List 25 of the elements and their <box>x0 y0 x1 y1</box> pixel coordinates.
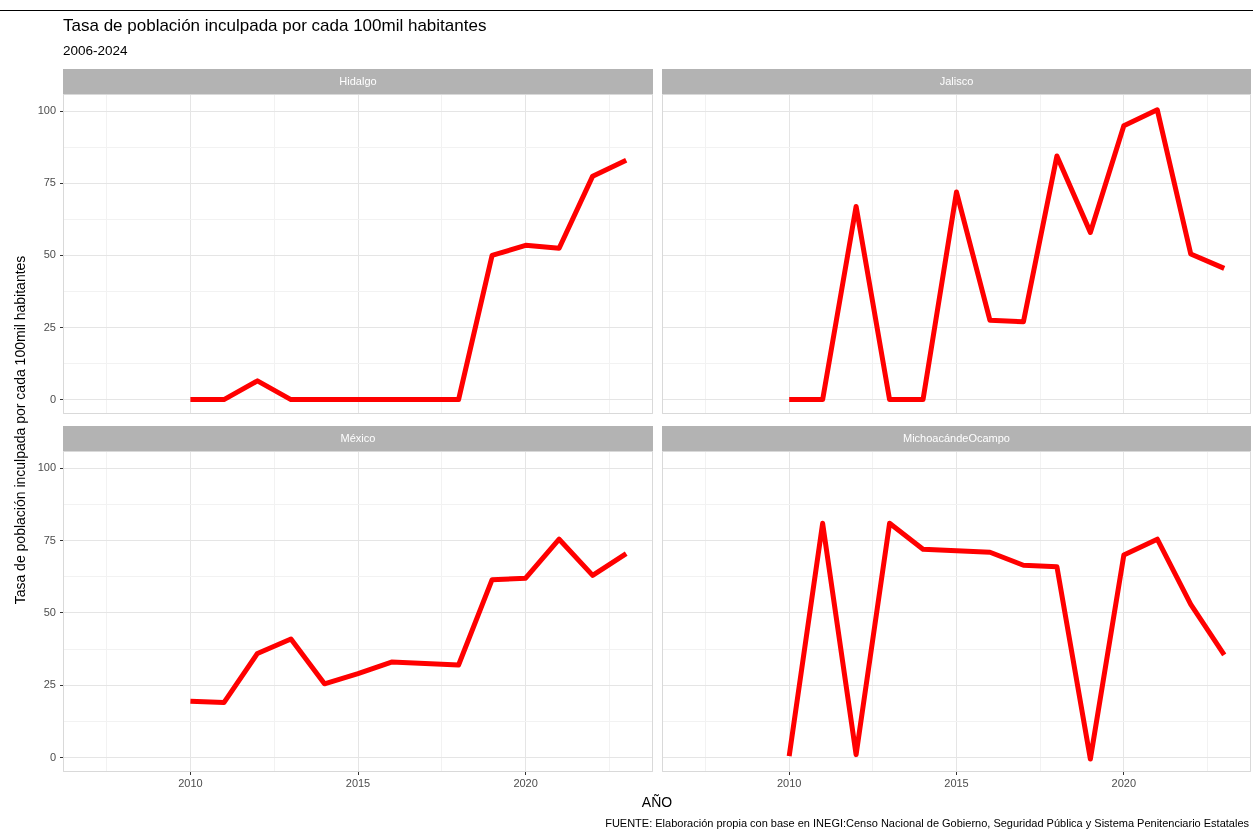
x-tick-label: 2010 <box>178 776 203 789</box>
x-tick-label: 2015 <box>345 776 371 789</box>
source-note: FUENTE: Elaboración propia con base en INEGI:Censo Nacional de Gobierno, Seguridad Pública y Sistema Penitenciario Estatales <box>605 817 1249 829</box>
x-tick-label: 2010 <box>776 776 802 789</box>
text: Tasa de población inculpada por cada 100mil habitantes <box>63 16 487 36</box>
x-tick-label: 2015 <box>944 776 969 789</box>
y-tick-label: 100 <box>37 104 56 117</box>
text: AÑO <box>640 794 674 810</box>
y-tick-label: 25 <box>43 678 56 691</box>
chart-title: Jalisco <box>662 69 1251 94</box>
x-tick-label: 2020 <box>513 776 538 789</box>
chart-title: Hidalgo <box>63 69 653 94</box>
y-tick-label: 0 <box>49 750 56 763</box>
y-tick-label: 50 <box>43 248 56 261</box>
x-tick-label: 2020 <box>1111 776 1137 789</box>
text: Tasa de población inculpada por cada 100mil habitantes <box>12 254 28 607</box>
y-tick-label: 75 <box>43 176 56 189</box>
chart-title: MichoacándeOcampo <box>662 426 1251 451</box>
y-tick-label: 50 <box>43 605 56 618</box>
y-tick-label: 75 <box>43 533 56 546</box>
chart-title: México <box>63 426 653 451</box>
text: 2006-2024 <box>63 43 128 58</box>
y-tick-label: 25 <box>43 320 56 333</box>
y-tick-label: 0 <box>49 392 56 405</box>
y-tick-label: 100 <box>37 461 56 474</box>
